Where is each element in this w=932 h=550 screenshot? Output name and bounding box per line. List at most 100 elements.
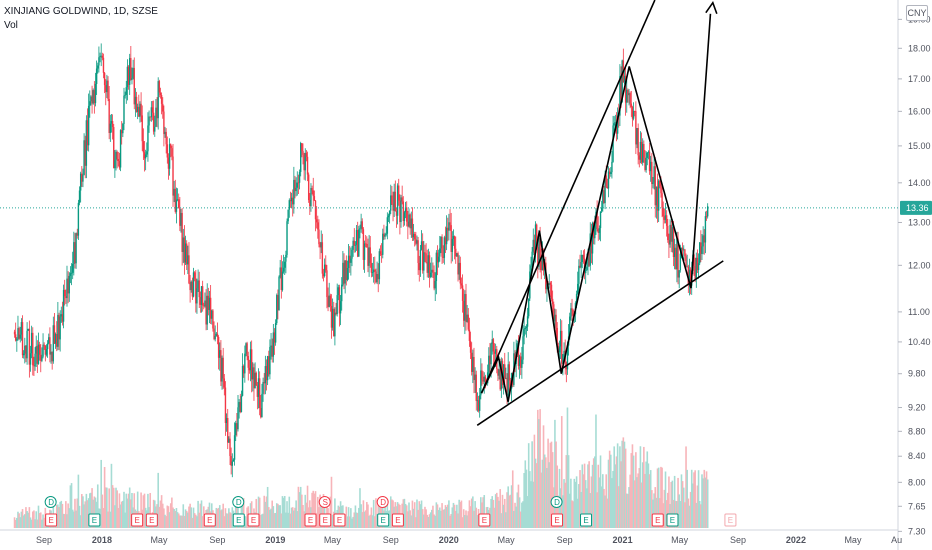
volume-bar (202, 506, 205, 528)
volume-bar (273, 513, 276, 528)
volume-bar (572, 501, 574, 528)
candle-body (222, 357, 224, 379)
candle-body (459, 262, 462, 284)
volume-bar (84, 501, 87, 528)
candle-body (232, 459, 235, 462)
volume-bar (67, 503, 69, 528)
candle-body (64, 289, 66, 297)
candle-body (467, 314, 469, 330)
candle-body (577, 283, 579, 294)
candle-body (420, 241, 423, 250)
candle-body (369, 247, 371, 264)
volume-bar (33, 510, 35, 528)
candle-body (432, 269, 434, 273)
candle-body (165, 131, 167, 145)
volume-bar (591, 464, 594, 528)
volume-bar (267, 507, 270, 528)
candle-body (142, 141, 145, 153)
candle-body (423, 252, 425, 271)
volume-bar (673, 475, 676, 528)
volume-bar (466, 515, 468, 528)
candle-body (428, 255, 431, 277)
volume-bar (331, 514, 334, 528)
price-tick-label: 11.00 (908, 307, 930, 317)
volume-bar (31, 511, 34, 528)
volume-bar (440, 510, 442, 528)
candle-body (342, 262, 344, 285)
candle-body (506, 377, 508, 396)
volume-bar (632, 455, 635, 528)
volume-bar (353, 512, 356, 528)
volume-bar (527, 443, 530, 528)
candle-body (627, 89, 629, 96)
candle-body (654, 166, 656, 206)
volume-bar (259, 514, 262, 528)
candle-body (540, 260, 542, 271)
candle-body (105, 85, 107, 93)
candle-body (457, 253, 459, 275)
volume-bar (453, 504, 456, 528)
candle-body (193, 272, 196, 279)
zigzag-path (480, 13, 712, 402)
volume-bar (617, 486, 620, 528)
volume-bar (555, 441, 557, 528)
volume-bar (526, 496, 529, 528)
volume-bar (96, 484, 99, 528)
candle-body (616, 115, 619, 134)
candle-body (687, 266, 690, 285)
candle-body (180, 212, 182, 226)
volume-bar (705, 471, 708, 528)
volume-bar (688, 505, 691, 528)
volume-bar (475, 507, 478, 528)
volume-bar (574, 481, 577, 528)
volume-bar (417, 509, 419, 528)
candle-body (240, 395, 243, 412)
candle-body (558, 346, 561, 353)
candle-body (292, 197, 294, 205)
event-marker-e (247, 513, 260, 527)
candle-body (634, 111, 636, 112)
candle-body (163, 111, 165, 135)
candle-body (375, 271, 377, 283)
volume-bar (596, 492, 598, 528)
volume-bar (78, 505, 81, 528)
candle-body (582, 254, 585, 259)
candle-body (339, 301, 342, 314)
candle-body (204, 300, 206, 307)
candle-body (396, 185, 399, 216)
volume-bar (224, 508, 227, 528)
candle-body (73, 242, 75, 264)
candle-body (175, 199, 178, 212)
currency-button[interactable]: CNY (906, 5, 928, 21)
candle-body (587, 251, 589, 267)
candle-body (642, 143, 644, 163)
time-tick-label: 2019 (265, 535, 285, 545)
candle-body (102, 57, 105, 73)
volume-bar (621, 440, 623, 528)
event-marker-label: E (323, 516, 328, 525)
upper-trendline (480, 0, 656, 394)
volume-bar (620, 461, 622, 528)
volume-bar (159, 500, 162, 528)
candle-body (368, 247, 370, 266)
volume-bar (531, 441, 533, 528)
volume-bar (60, 500, 63, 528)
candle-body (239, 402, 241, 412)
candle-body (260, 407, 262, 418)
candle-body (233, 435, 236, 460)
volume-bar (245, 516, 247, 528)
volume-bar (482, 497, 484, 528)
volume-bar (584, 480, 587, 528)
candle-body (144, 154, 147, 159)
volume-bar (637, 473, 639, 528)
candle-body (18, 328, 20, 339)
candle-body (403, 212, 406, 222)
volume-bar (348, 516, 351, 528)
candle-body (108, 98, 110, 133)
volume-bar (30, 519, 33, 528)
volume-bar (315, 512, 318, 528)
candle-body (65, 296, 67, 299)
candle-body (281, 271, 284, 290)
candle-body (415, 239, 417, 244)
